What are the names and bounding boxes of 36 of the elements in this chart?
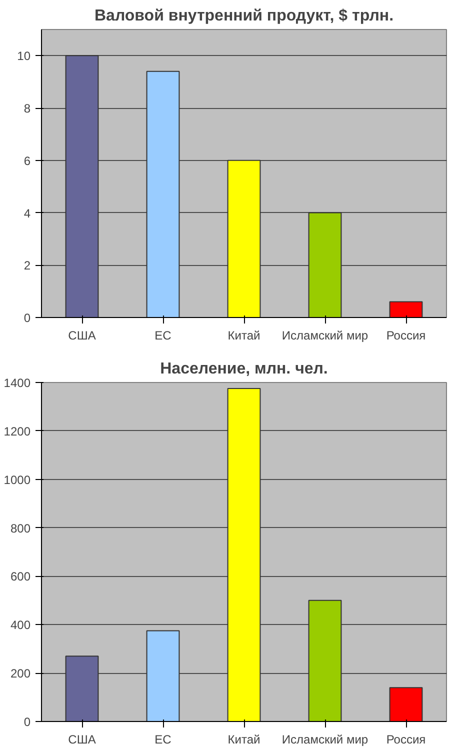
chart-title: Валовой внутренний продукт, $ трлн. bbox=[94, 8, 394, 24]
bar bbox=[65, 656, 99, 722]
y-tick-label: 400 bbox=[10, 618, 31, 632]
y-tick-label: 0 bbox=[24, 715, 31, 729]
x-tick-label: Россия bbox=[386, 328, 426, 342]
x-tick-label: ЕС bbox=[154, 328, 172, 342]
bar bbox=[308, 600, 342, 722]
x-tick-label: Исламский мир bbox=[282, 732, 368, 746]
y-tick-label: 6 bbox=[24, 154, 31, 168]
y-tick-label: 8 bbox=[24, 102, 31, 116]
y-tick-label: 1200 bbox=[4, 424, 31, 438]
bar bbox=[146, 630, 180, 722]
x-tick-label: Китай bbox=[228, 732, 260, 746]
y-tick-label: 1000 bbox=[4, 472, 31, 487]
y-tick-label: 1400 bbox=[4, 376, 31, 390]
y-tick-label: 600 bbox=[10, 570, 31, 584]
x-tick-label: Китай bbox=[228, 328, 260, 342]
bar bbox=[389, 301, 423, 318]
x-tick-label: США bbox=[68, 732, 96, 746]
y-tick-label: 2 bbox=[24, 258, 31, 273]
bar bbox=[227, 388, 261, 722]
x-tick-label: США bbox=[68, 328, 96, 342]
y-tick-label: 4 bbox=[24, 206, 31, 220]
bar bbox=[65, 55, 99, 318]
bar bbox=[146, 70, 180, 318]
y-tick-label: 800 bbox=[10, 521, 31, 536]
chart-title: Население, млн. чел. bbox=[160, 360, 328, 378]
bar bbox=[308, 212, 342, 318]
y-tick-label: 200 bbox=[10, 666, 31, 681]
x-tick-label: ЕС bbox=[154, 732, 172, 746]
bar bbox=[227, 160, 261, 318]
y-tick-label: 10 bbox=[17, 49, 31, 64]
x-tick-label: Россия bbox=[386, 732, 426, 746]
bar bbox=[389, 687, 423, 722]
y-tick-label: 0 bbox=[24, 311, 31, 325]
x-tick-label: Исламский мир bbox=[282, 328, 368, 342]
